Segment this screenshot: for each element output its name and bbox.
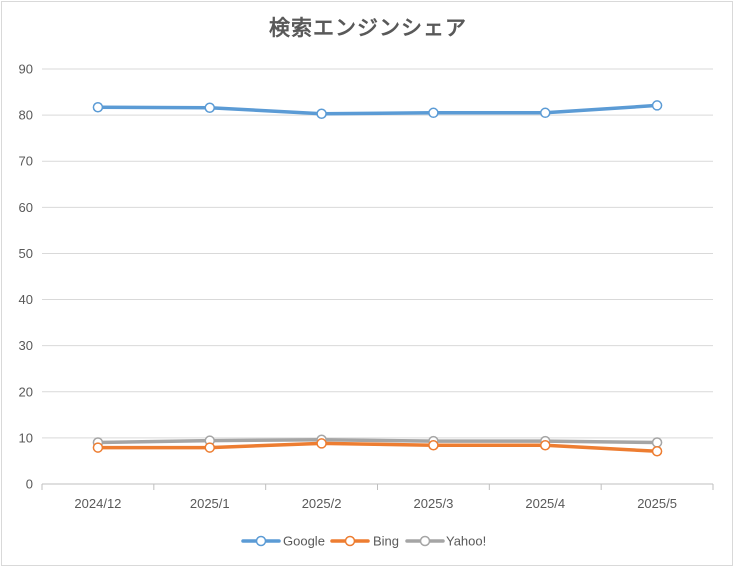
x-axis: 2024/12 2025/1 2025/2 2025/3 2025/4 2025/5 — [41, 483, 714, 511]
y-tick-label: 10 — [19, 430, 33, 445]
data-point — [428, 107, 439, 119]
series-lines — [92, 100, 663, 457]
x-tick-label: 2024/12 — [74, 496, 121, 511]
chart-title: 検索エンジンシェア — [269, 16, 467, 40]
data-point — [92, 102, 104, 113]
series-line-yahoo — [96, 437, 659, 445]
x-tick-label: 2025/4 — [525, 496, 565, 511]
y-tick-label: 40 — [19, 292, 33, 307]
x-tick-label: 2025/3 — [414, 496, 454, 511]
data-point — [651, 446, 663, 457]
data-point — [92, 442, 104, 453]
data-point — [204, 442, 215, 453]
legend-marker — [419, 535, 431, 547]
x-tick-label: 2025/5 — [637, 496, 677, 511]
legend-marker — [255, 535, 267, 547]
x-tick-label: 2025/2 — [302, 496, 342, 511]
gridlines — [42, 68, 713, 439]
legend-label: Google — [283, 534, 325, 549]
data-point — [316, 108, 327, 119]
y-tick-label: 80 — [19, 108, 33, 123]
data-point — [540, 440, 551, 451]
legend: Google Bing Yahoo! — [241, 534, 486, 549]
data-point — [428, 440, 439, 451]
y-tick-label: 50 — [19, 246, 33, 261]
series-line-google — [96, 103, 659, 116]
data-point — [651, 100, 663, 111]
y-tick-label: 30 — [19, 338, 33, 353]
data-point — [316, 438, 327, 449]
legend-marker — [344, 535, 356, 547]
data-point — [540, 107, 551, 119]
x-tick-label: 2025/1 — [190, 496, 230, 511]
data-point — [204, 102, 215, 113]
y-tick-label: 0 — [26, 477, 33, 492]
data-point — [651, 437, 663, 448]
y-axis-ticks: 0 10 20 30 40 50 60 70 80 90 — [19, 62, 33, 492]
y-tick-label: 20 — [19, 384, 33, 399]
y-tick-label: 70 — [19, 154, 33, 169]
legend-label: Yahoo! — [446, 534, 486, 549]
legend-label: Bing — [373, 534, 399, 549]
series-line-bing — [96, 441, 659, 454]
y-tick-label: 60 — [19, 200, 33, 215]
y-tick-label: 90 — [19, 62, 33, 77]
